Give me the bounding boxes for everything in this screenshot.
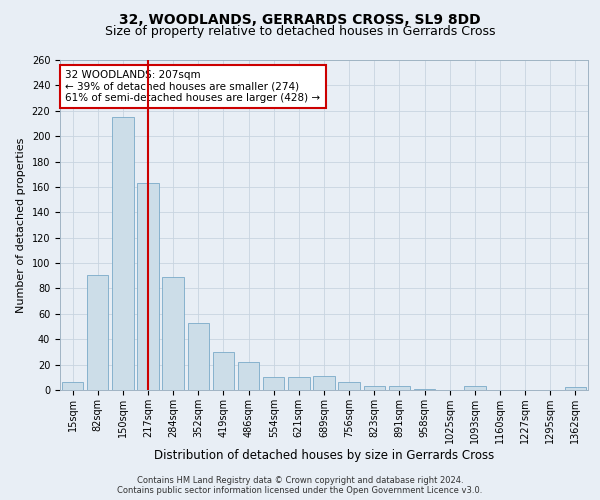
Text: 32 WOODLANDS: 207sqm
← 39% of detached houses are smaller (274)
61% of semi-deta: 32 WOODLANDS: 207sqm ← 39% of detached h… [65,70,320,103]
Bar [213,352,234,390]
Y-axis label: Number of detached properties: Number of detached properties [16,138,26,312]
Bar [112,117,134,390]
Text: Contains HM Land Registry data © Crown copyright and database right 2024.
Contai: Contains HM Land Registry data © Crown c… [118,476,482,495]
Bar [414,388,435,390]
Bar [565,388,586,390]
Bar [87,274,109,390]
Bar [238,362,259,390]
Bar [464,386,485,390]
Bar [313,376,335,390]
X-axis label: Distribution of detached houses by size in Gerrards Cross: Distribution of detached houses by size … [154,449,494,462]
Text: 32, WOODLANDS, GERRARDS CROSS, SL9 8DD: 32, WOODLANDS, GERRARDS CROSS, SL9 8DD [119,12,481,26]
Bar [163,277,184,390]
Bar [137,183,158,390]
Bar [188,322,209,390]
Bar [62,382,83,390]
Bar [263,378,284,390]
Bar [288,378,310,390]
Bar [338,382,360,390]
Bar [389,386,410,390]
Text: Size of property relative to detached houses in Gerrards Cross: Size of property relative to detached ho… [105,25,495,38]
Bar [364,386,385,390]
